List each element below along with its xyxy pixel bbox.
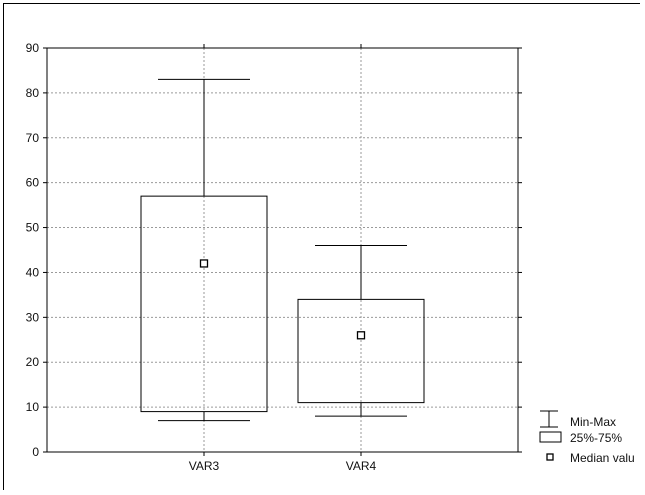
legend-median-label: Median valu	[570, 451, 635, 465]
y-tick-label: 60	[26, 176, 40, 190]
chart-frame	[3, 3, 640, 490]
legend-box-label: 25%-75%	[570, 431, 622, 445]
median-marker	[199, 259, 209, 268]
legend-box-icon	[539, 431, 562, 443]
y-tick-label: 10	[26, 400, 40, 414]
y-tick-label: 40	[26, 265, 40, 279]
y-tick-label: 80	[26, 86, 40, 100]
box-group-var3	[140, 78, 268, 422]
x-tick-label: VAR4	[346, 459, 377, 473]
y-axis: 0 10 20 30 40 50 60 70 80 90	[26, 41, 522, 459]
x-axis: VAR3 VAR4	[189, 44, 377, 473]
legend-minmax-icon	[540, 410, 558, 428]
y-tick-label: 0	[32, 445, 39, 459]
boxes-layer	[140, 78, 425, 422]
legend-median-icon	[546, 453, 554, 461]
y-tick-label: 50	[26, 221, 40, 235]
y-tick-label: 70	[26, 131, 40, 145]
x-tick-label: VAR3	[189, 459, 220, 473]
box-group-var4	[297, 245, 425, 417]
median-marker	[356, 331, 366, 340]
y-tick-label: 30	[26, 310, 40, 324]
box-iqr	[140, 195, 268, 413]
grid-layer	[47, 48, 518, 452]
y-tick-label: 90	[26, 41, 40, 55]
legend-minmax-label: Min-Max	[570, 415, 616, 429]
box-iqr	[297, 298, 425, 404]
y-tick-label: 20	[26, 355, 40, 369]
plot-area	[46, 47, 519, 453]
legend: Min-Max 25%-75% Median valu	[539, 410, 635, 465]
